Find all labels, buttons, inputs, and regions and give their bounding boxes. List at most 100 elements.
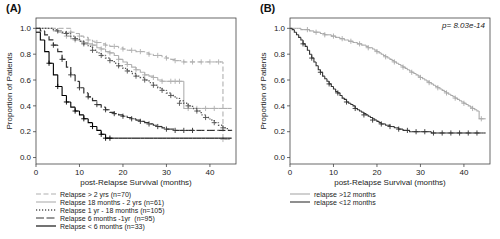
- km-step: [93, 97, 97, 101]
- km-step: [370, 116, 372, 117]
- km-step: [49, 28, 53, 29]
- km-step: [36, 28, 40, 29]
- y-tick: [287, 28, 290, 29]
- km-step: [162, 127, 166, 128]
- km-step: [381, 53, 383, 54]
- censor-mark: [400, 64, 405, 69]
- censor-mark: [77, 85, 82, 90]
- censor-mark: [116, 57, 121, 62]
- km-step: [62, 52, 66, 60]
- y-tick-label: 1.0: [274, 24, 286, 33]
- km-step: [36, 28, 40, 29]
- censor-mark: [405, 128, 410, 133]
- km-step: [477, 110, 479, 111]
- censor-mark: [133, 74, 138, 79]
- censor-mark: [340, 36, 345, 41]
- km-step: [175, 138, 179, 139]
- y-tick: [287, 157, 290, 158]
- km-step: [223, 138, 227, 139]
- km-step: [79, 39, 83, 42]
- km-step: [145, 52, 149, 53]
- km-step: [227, 139, 231, 140]
- km-step: [97, 127, 101, 131]
- censor-mark: [207, 59, 212, 64]
- km-curve: [36, 28, 232, 142]
- km-step: [294, 28, 296, 29]
- km-step: [88, 44, 92, 47]
- censor-mark: [99, 53, 104, 58]
- km-step: [40, 28, 44, 29]
- km-step: [386, 124, 388, 125]
- censor-mark: [305, 27, 310, 32]
- y-tick-label: 0.4: [20, 102, 32, 111]
- censor-mark: [335, 90, 340, 95]
- x-tick-label: 30: [162, 168, 171, 177]
- km-step: [301, 28, 303, 29]
- km-curve: [36, 32, 232, 141]
- km-step: [451, 94, 453, 95]
- censor-mark: [103, 43, 108, 48]
- y-axis-label: Proportion of Patients: [5, 53, 14, 130]
- plot-frame: [36, 18, 236, 164]
- km-step: [71, 28, 75, 32]
- legend-swatch: [36, 201, 56, 202]
- censor-mark: [46, 61, 51, 66]
- y-tick-label: 0.6: [274, 76, 286, 85]
- censor-mark: [177, 79, 182, 84]
- km-step: [49, 28, 53, 29]
- km-step: [353, 105, 355, 106]
- km-step: [45, 28, 49, 29]
- legend-label: Relapse 18 months - 2 yrs (n=61): [60, 199, 164, 207]
- x-tick: [36, 164, 37, 167]
- km-step: [210, 138, 214, 139]
- censor-mark: [344, 99, 349, 104]
- km-step: [106, 55, 110, 58]
- km-step: [123, 138, 127, 139]
- km-step: [110, 110, 114, 113]
- km-step: [40, 28, 44, 31]
- censor-mark: [370, 117, 375, 122]
- km-step: [71, 67, 75, 75]
- censor-mark: [212, 106, 217, 111]
- censor-mark: [81, 116, 86, 121]
- censor-mark: [99, 132, 104, 137]
- censor-mark: [146, 52, 151, 57]
- km-step: [377, 120, 379, 121]
- km-step: [344, 98, 346, 99]
- censor-mark: [474, 130, 479, 135]
- km-step: [188, 138, 192, 139]
- x-axis-label: post-Relapse Survival (months): [334, 178, 446, 187]
- km-step: [93, 40, 97, 41]
- km-step: [227, 130, 231, 131]
- km-step: [460, 99, 462, 100]
- km-step: [166, 90, 170, 93]
- km-step: [40, 28, 44, 29]
- censor-mark: [190, 59, 195, 64]
- km-step: [84, 88, 88, 93]
- km-step: [53, 63, 57, 75]
- km-step: [399, 63, 401, 64]
- censor-mark: [309, 55, 314, 60]
- y-tick-label: 0.2: [20, 127, 32, 136]
- censor-mark: [146, 121, 151, 126]
- censor-mark: [431, 130, 436, 135]
- censor-mark: [173, 128, 178, 133]
- y-tick-label: 0.8: [20, 50, 32, 59]
- censor-mark: [120, 46, 125, 51]
- km-step: [149, 138, 153, 139]
- km-step: [114, 138, 118, 139]
- km-step: [294, 30, 296, 33]
- km-step: [197, 130, 201, 131]
- km-curve: [290, 27, 486, 121]
- km-step: [219, 123, 223, 126]
- km-step: [45, 28, 49, 29]
- km-step: [325, 76, 327, 79]
- km-step: [119, 114, 123, 115]
- censor-mark: [164, 127, 169, 132]
- censor-mark: [440, 130, 445, 135]
- censor-mark: [181, 128, 186, 133]
- km-step: [360, 110, 362, 111]
- km-step: [316, 62, 318, 66]
- km-step: [310, 50, 312, 54]
- y-axis-label: Proportion of Patients: [259, 53, 268, 130]
